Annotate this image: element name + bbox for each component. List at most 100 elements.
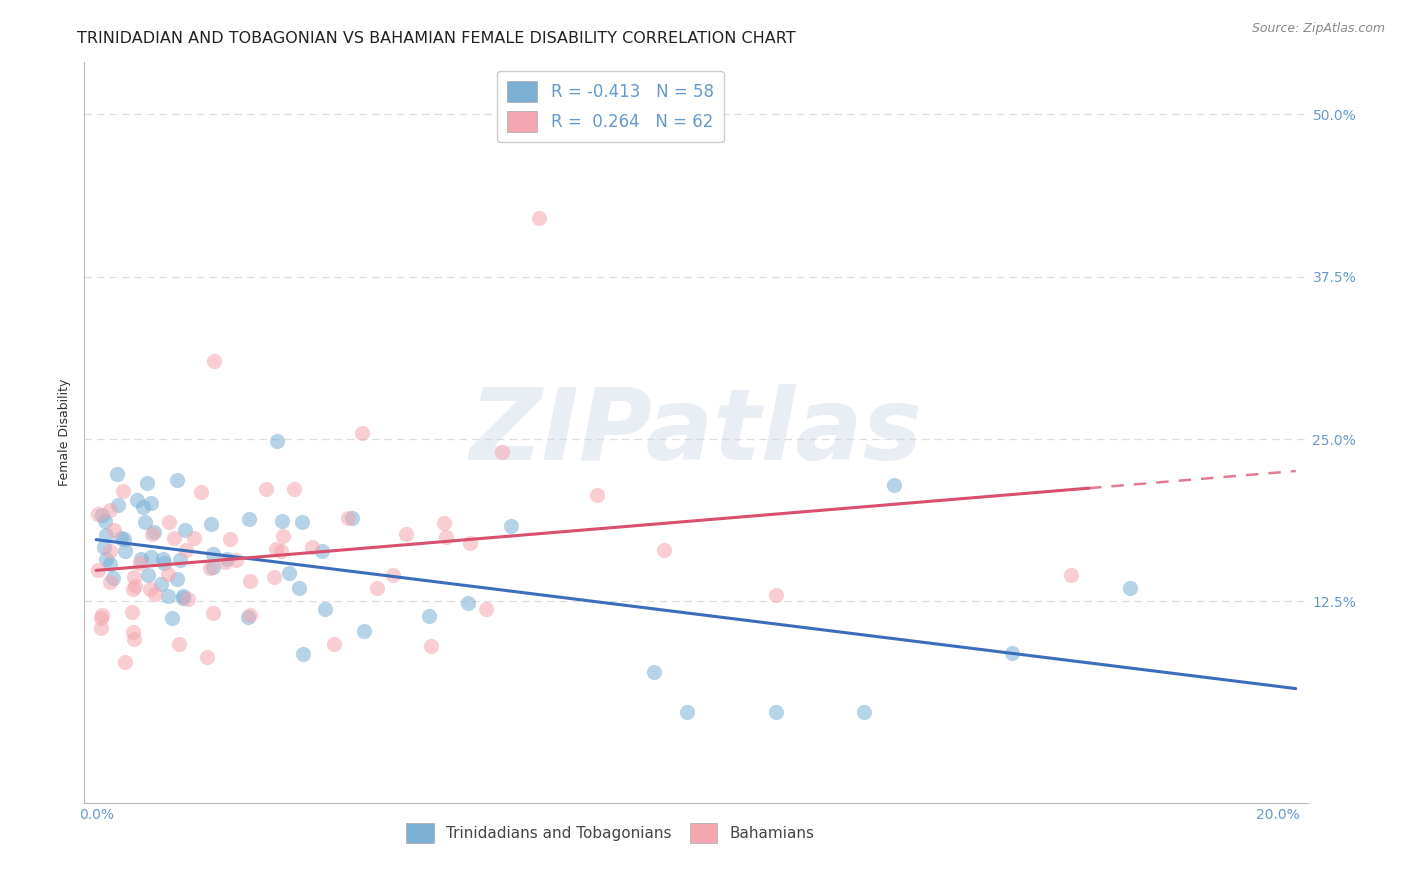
Point <box>94 514 117 528</box>
Point <box>134 515 156 529</box>
Point <box>149 576 172 591</box>
Point <box>143 586 166 600</box>
Point <box>420 640 443 654</box>
Point <box>122 570 145 584</box>
Point <box>98 503 121 517</box>
Point <box>270 544 292 558</box>
Point <box>174 523 197 537</box>
Point <box>288 581 311 595</box>
Point <box>98 575 121 590</box>
Point <box>263 570 285 584</box>
Point <box>643 665 665 680</box>
Point <box>143 525 166 540</box>
Point <box>676 705 699 719</box>
Point <box>214 555 236 569</box>
Point <box>112 533 135 547</box>
Point <box>132 500 155 514</box>
Point <box>96 552 118 566</box>
Point <box>90 621 112 635</box>
Point <box>169 637 191 651</box>
Point <box>217 551 239 566</box>
Point <box>139 582 162 597</box>
Point <box>200 516 222 531</box>
Text: TRINIDADIAN AND TOBAGONIAN VS BAHAMIAN FEMALE DISABILITY CORRELATION CHART: TRINIDADIAN AND TOBAGONIAN VS BAHAMIAN F… <box>77 31 796 46</box>
Point <box>529 211 551 226</box>
Point <box>160 610 183 624</box>
Point <box>853 705 876 719</box>
Point <box>340 511 363 525</box>
Point <box>394 526 416 541</box>
Point <box>86 563 108 577</box>
Point <box>90 611 112 625</box>
Point <box>93 540 115 554</box>
Point <box>202 354 225 368</box>
Point <box>225 552 247 566</box>
Point <box>163 531 186 545</box>
Point <box>125 492 148 507</box>
Point <box>152 556 174 570</box>
Text: ZIPatlas: ZIPatlas <box>470 384 922 481</box>
Point <box>352 425 374 440</box>
Point <box>128 556 150 570</box>
Point <box>166 572 188 586</box>
Point <box>169 553 191 567</box>
Point <box>101 570 124 584</box>
Point <box>114 544 136 558</box>
Point <box>91 608 114 623</box>
Point <box>366 581 388 595</box>
Point <box>418 608 440 623</box>
Point <box>654 543 676 558</box>
Point <box>1119 582 1142 596</box>
Point <box>94 527 117 541</box>
Point <box>166 473 188 487</box>
Point <box>198 561 221 575</box>
Point <box>90 508 112 523</box>
Point <box>271 529 294 543</box>
Point <box>475 602 498 616</box>
Point <box>87 507 110 521</box>
Point <box>122 582 145 596</box>
Point <box>141 527 163 541</box>
Point <box>457 596 479 610</box>
Point <box>278 566 301 580</box>
Point <box>238 512 260 526</box>
Point <box>141 549 163 564</box>
Point <box>183 531 205 545</box>
Point <box>219 533 242 547</box>
Point <box>381 568 404 582</box>
Point <box>157 589 180 603</box>
Point <box>157 515 180 529</box>
Point <box>152 552 174 566</box>
Point <box>239 608 262 623</box>
Point <box>195 649 218 664</box>
Point <box>336 510 359 524</box>
Point <box>202 606 225 620</box>
Point <box>254 482 277 496</box>
Legend: Trinidadians and Tobagonians, Bahamians: Trinidadians and Tobagonians, Bahamians <box>398 816 823 851</box>
Point <box>322 637 344 651</box>
Text: Source: ZipAtlas.com: Source: ZipAtlas.com <box>1251 22 1385 36</box>
Point <box>124 632 146 646</box>
Point <box>202 547 225 561</box>
Point <box>190 485 212 500</box>
Point <box>765 588 787 602</box>
Point <box>434 530 457 544</box>
Point <box>883 477 905 491</box>
Point <box>1001 647 1024 661</box>
Point <box>139 496 162 510</box>
Point <box>353 624 375 638</box>
Point <box>765 705 787 719</box>
Point <box>122 624 145 639</box>
Point <box>311 544 333 558</box>
Point <box>121 605 143 619</box>
Point <box>460 536 482 550</box>
Point <box>433 516 456 530</box>
Point <box>114 655 136 669</box>
Point <box>264 541 287 556</box>
Point <box>301 541 323 555</box>
Point <box>172 591 194 605</box>
Point <box>98 543 121 558</box>
Point <box>236 610 259 624</box>
Point <box>1060 568 1083 582</box>
Point <box>283 482 305 496</box>
